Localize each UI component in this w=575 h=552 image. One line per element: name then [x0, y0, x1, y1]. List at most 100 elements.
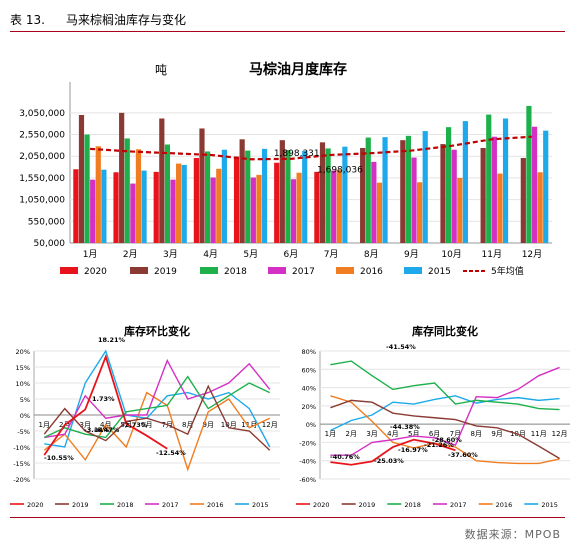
bar-2018 — [365, 137, 371, 243]
bar-2016 — [176, 163, 182, 243]
x-tick-label: 5月 — [408, 430, 419, 438]
data-label: -37.60% — [448, 451, 478, 459]
y-unit-label: 吨 — [155, 63, 167, 77]
legend-label: 2016 — [360, 267, 383, 277]
x-tick-label: 12月 — [262, 421, 278, 429]
y-tick-label: 20% — [16, 348, 30, 356]
x-tick-label: 12月 — [522, 249, 542, 260]
y-tick-label: -10% — [13, 444, 30, 452]
legend-label: 2019 — [154, 267, 177, 277]
bar-2015 — [342, 146, 348, 243]
data-label: -44.38% — [390, 423, 420, 431]
bar-2019 — [440, 144, 446, 243]
y-tick-label: -20% — [299, 439, 316, 447]
data-label: -28.60% — [432, 436, 462, 444]
series-line-2018 — [330, 360, 560, 411]
bar-2019 — [159, 118, 165, 243]
y-tick-label: 10% — [16, 380, 30, 388]
bar-2017 — [170, 179, 176, 243]
bar-2017 — [290, 179, 297, 243]
bar-2015 — [502, 118, 509, 243]
legend-swatch-2015 — [404, 267, 422, 274]
x-tick-label: 8月 — [471, 430, 482, 438]
legend-label: 2020 — [84, 267, 107, 277]
y-tick-label: 1,050,000 — [19, 196, 65, 206]
series-line-2019 — [330, 399, 560, 460]
bar-2017 — [531, 126, 538, 243]
x-tick-label: 6月 — [141, 421, 152, 429]
chart-title: 库存同比变化 — [412, 324, 478, 338]
y-tick-label: 2,050,000 — [19, 152, 65, 162]
y-tick-label: 60% — [302, 366, 316, 374]
series-line-2018 — [43, 375, 271, 439]
chart-title: 马棕油月度库存 — [249, 61, 347, 78]
legend-label: 2017 — [450, 501, 467, 509]
bar-2019 — [119, 112, 125, 243]
bar-2020 — [113, 172, 119, 243]
x-tick-label: 5月 — [243, 249, 258, 260]
legend-label: 2018 — [224, 267, 247, 277]
x-tick-label: 11月 — [482, 249, 502, 260]
data-label: -12.54% — [156, 449, 186, 457]
bottom-divider — [10, 517, 565, 518]
bar-2017 — [130, 183, 136, 243]
y-tick-label: -20% — [13, 476, 30, 484]
x-tick-label: 4月 — [387, 430, 398, 438]
x-tick-label: 8月 — [182, 421, 193, 429]
y-tick-label: 1,550,000 — [19, 174, 65, 184]
bar-2018 — [325, 148, 331, 243]
bar-2018 — [285, 150, 291, 243]
bar-2020 — [73, 169, 79, 243]
bar-2018 — [204, 151, 211, 243]
bar-2018 — [124, 138, 130, 243]
legend-swatch-2020 — [60, 267, 78, 274]
bar-2017 — [411, 157, 417, 243]
bar-2016 — [256, 174, 262, 243]
bar-2016 — [537, 172, 543, 243]
bar-2016 — [135, 149, 142, 243]
bar-2015 — [221, 149, 227, 243]
table-number: 表 13. — [10, 13, 45, 27]
bar-2016 — [95, 146, 101, 243]
legend-label: 2019 — [359, 501, 376, 509]
y-tick-label: 2,550,000 — [19, 131, 65, 141]
legend-label: 2015 — [252, 501, 269, 509]
data-label: -6.47% — [94, 426, 120, 434]
bar-2017 — [491, 136, 497, 243]
yoy-change-chart: 库存同比变化 -60% -40% -20% 0% 20% 40% 60% 80% 1月 2月 3月 4月… — [296, 324, 570, 509]
bar-2019 — [319, 142, 326, 243]
bar-2020 — [153, 171, 159, 243]
bar-2018 — [84, 134, 90, 243]
bar-2020 — [193, 157, 199, 243]
bar-2019 — [279, 140, 285, 243]
series-line-2019 — [43, 384, 271, 451]
legend-swatch-2016 — [336, 267, 354, 274]
x-tick-label: 3月 — [163, 249, 178, 260]
y-tick-label: -40% — [299, 458, 316, 466]
series-line-2016 — [330, 395, 560, 465]
bar-2018 — [486, 114, 492, 243]
bar-2019 — [199, 128, 205, 243]
x-tick-label: 11月 — [241, 421, 257, 429]
legend-label: 2020 — [27, 501, 44, 509]
x-tick-label: 1月 — [325, 430, 336, 438]
x-tick-label: 7月 — [324, 249, 339, 260]
data-label: -40.76% — [330, 453, 360, 461]
x-tick-label: 10月 — [441, 249, 461, 260]
legend-label: 2017 — [292, 267, 315, 277]
legend-label: 2019 — [72, 501, 89, 509]
bar-2020 — [233, 156, 240, 243]
bar-2016 — [457, 177, 463, 243]
bar-2018 — [245, 150, 251, 243]
y-tick-label: 3,050,000 — [19, 109, 65, 119]
x-tick-label: 1月 — [39, 421, 50, 429]
x-tick-label: 8月 — [364, 249, 379, 260]
bar-2019 — [360, 147, 366, 243]
data-label: -21.26% — [424, 441, 454, 449]
x-tick-label: 9月 — [404, 249, 419, 260]
x-tick-label: 11月 — [531, 430, 547, 438]
data-label: -2.73% — [122, 421, 148, 429]
legend-label: 2015 — [541, 501, 558, 509]
data-label: -25.03% — [374, 457, 404, 465]
bar-2018 — [445, 127, 452, 243]
